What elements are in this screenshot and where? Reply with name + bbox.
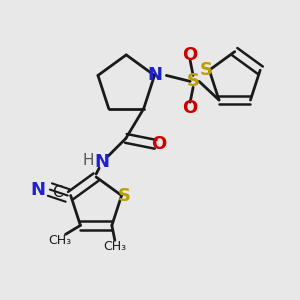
Text: O: O: [182, 99, 198, 117]
Text: S: S: [118, 187, 131, 205]
Text: CH₃: CH₃: [48, 234, 71, 247]
Text: N: N: [147, 66, 162, 84]
Text: S: S: [187, 72, 200, 90]
Text: CH₃: CH₃: [103, 240, 126, 253]
Text: C: C: [52, 185, 63, 200]
Text: O: O: [182, 46, 198, 64]
Text: H: H: [83, 153, 94, 168]
Text: S: S: [200, 61, 213, 79]
Text: N: N: [94, 153, 110, 171]
Text: O: O: [151, 135, 166, 153]
Text: N: N: [31, 181, 46, 199]
